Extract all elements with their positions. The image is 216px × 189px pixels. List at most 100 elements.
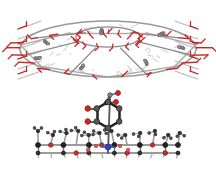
Circle shape [116,91,121,95]
Circle shape [126,148,130,152]
Circle shape [37,57,40,60]
Circle shape [53,130,56,133]
Circle shape [74,126,77,129]
Circle shape [38,56,41,59]
Circle shape [43,40,46,43]
Circle shape [87,133,91,137]
Circle shape [112,143,117,147]
Circle shape [85,106,91,111]
Circle shape [103,129,106,131]
Circle shape [76,129,80,133]
Circle shape [85,119,91,124]
Circle shape [123,133,127,137]
Circle shape [99,143,104,147]
Circle shape [80,66,83,69]
Circle shape [100,32,103,35]
Circle shape [169,137,172,140]
Circle shape [116,119,122,124]
Circle shape [116,106,122,111]
Circle shape [176,151,180,155]
Circle shape [44,40,47,43]
Circle shape [61,143,66,147]
Circle shape [45,41,48,44]
Circle shape [110,129,113,133]
Circle shape [65,131,68,135]
Circle shape [65,128,67,131]
Circle shape [176,135,179,138]
Circle shape [162,32,165,35]
Circle shape [94,144,98,148]
Circle shape [34,57,37,60]
Circle shape [36,129,40,133]
Circle shape [117,134,120,136]
Circle shape [36,151,40,155]
Circle shape [162,136,165,139]
Circle shape [40,127,43,129]
Circle shape [113,99,119,105]
Circle shape [51,133,55,137]
Circle shape [181,46,184,49]
Circle shape [138,151,142,155]
Circle shape [112,151,116,155]
Circle shape [150,143,155,147]
Circle shape [92,133,94,136]
Circle shape [178,46,181,49]
Circle shape [33,127,36,129]
Circle shape [104,101,108,105]
Circle shape [144,59,147,62]
Circle shape [80,134,83,137]
Circle shape [137,143,142,147]
Circle shape [35,143,41,147]
Circle shape [92,130,95,132]
Circle shape [62,151,65,155]
Circle shape [137,135,140,138]
Circle shape [98,131,101,135]
Circle shape [153,129,157,133]
Circle shape [182,47,185,50]
Circle shape [59,130,62,133]
Circle shape [163,143,168,147]
Circle shape [167,133,170,137]
Circle shape [145,61,148,64]
Circle shape [148,132,151,134]
Circle shape [105,99,111,105]
Circle shape [79,67,82,70]
Circle shape [87,151,91,155]
Circle shape [94,119,100,124]
Circle shape [175,143,181,147]
Circle shape [179,46,182,49]
Circle shape [49,143,53,147]
Circle shape [163,151,167,155]
Circle shape [178,131,182,135]
Circle shape [159,33,162,36]
Circle shape [158,33,161,36]
Circle shape [81,65,84,68]
Circle shape [86,143,91,147]
Circle shape [46,42,49,45]
Circle shape [35,57,38,60]
Circle shape [105,125,111,131]
Circle shape [105,132,108,135]
Circle shape [125,151,129,155]
Circle shape [82,64,85,67]
Circle shape [100,29,103,33]
Circle shape [138,131,142,135]
Circle shape [120,137,123,139]
Circle shape [108,93,112,97]
Circle shape [86,148,90,152]
Circle shape [154,133,157,136]
Circle shape [118,144,122,148]
Circle shape [74,151,78,155]
Circle shape [100,28,103,31]
Circle shape [145,60,148,63]
Circle shape [183,134,186,137]
Circle shape [160,32,164,35]
Circle shape [132,133,135,136]
Circle shape [70,129,73,132]
Circle shape [100,31,103,34]
Circle shape [105,144,111,150]
Circle shape [145,63,148,66]
Circle shape [94,106,100,111]
Circle shape [163,151,167,155]
Circle shape [83,131,86,134]
